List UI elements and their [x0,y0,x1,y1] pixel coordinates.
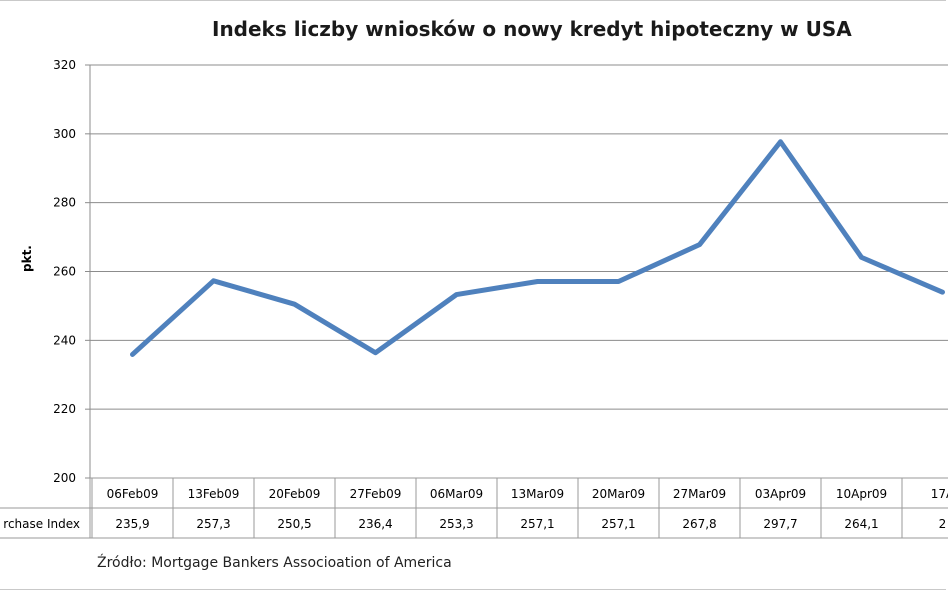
x-tick-label: 10Apr09 [836,487,887,501]
data-point [537,280,538,282]
y-tick-label: 220 [53,402,76,416]
x-tick-label: 13Feb09 [188,487,240,501]
source-note: Źródło: Mortgage Bankers Associoation of… [97,555,452,571]
y-tick-label: 280 [53,196,76,210]
data-point [375,352,376,354]
y-tick-label: 240 [53,333,76,347]
data-point [132,353,133,355]
data-point [618,280,619,282]
data-table-value: 236,4 [358,517,392,531]
data-point [942,291,943,293]
x-tick-label: 03Apr09 [755,487,806,501]
x-tick-label: 13Mar09 [511,487,564,501]
data-point [861,256,862,258]
data-table-value: 257,1 [601,517,635,531]
x-tick-label: 06Feb09 [107,487,159,501]
data-table-value: 235,9 [115,517,149,531]
data-point [780,141,781,143]
data-table-value: 250,5 [277,517,311,531]
chart-title: Indeks liczby wniosków o nowy kredyt hip… [212,17,852,41]
x-tick-label: 17A [931,487,948,501]
data-point [699,244,700,246]
data-table-value: 264,1 [844,517,878,531]
data-table-value: 297,7 [763,517,797,531]
x-tick-label: 06Mar09 [430,487,483,501]
data-table-value: 2 [939,517,947,531]
x-tick-label: 20Mar09 [592,487,645,501]
data-table-value: 253,3 [439,517,473,531]
y-tick-label: 260 [53,265,76,279]
data-table-value: 267,8 [682,517,716,531]
x-tick-label: 27Mar09 [673,487,726,501]
data-table-value: 257,1 [520,517,554,531]
data-point [294,303,295,305]
x-tick-label: 27Feb09 [350,487,402,501]
data-point [213,280,214,282]
line-chart: 200 220 240 260 280 300 320 06Feb09 13Feb09 20Fe… [0,58,948,539]
y-tick-label: 320 [53,58,76,72]
data-table-value: 257,3 [196,517,230,531]
y-tick-label: 200 [53,471,76,485]
y-tick-label: 300 [53,127,76,141]
data-table-row-label: rchase Index [3,517,80,531]
x-tick-label: 20Feb09 [269,487,321,501]
data-point [456,294,457,296]
